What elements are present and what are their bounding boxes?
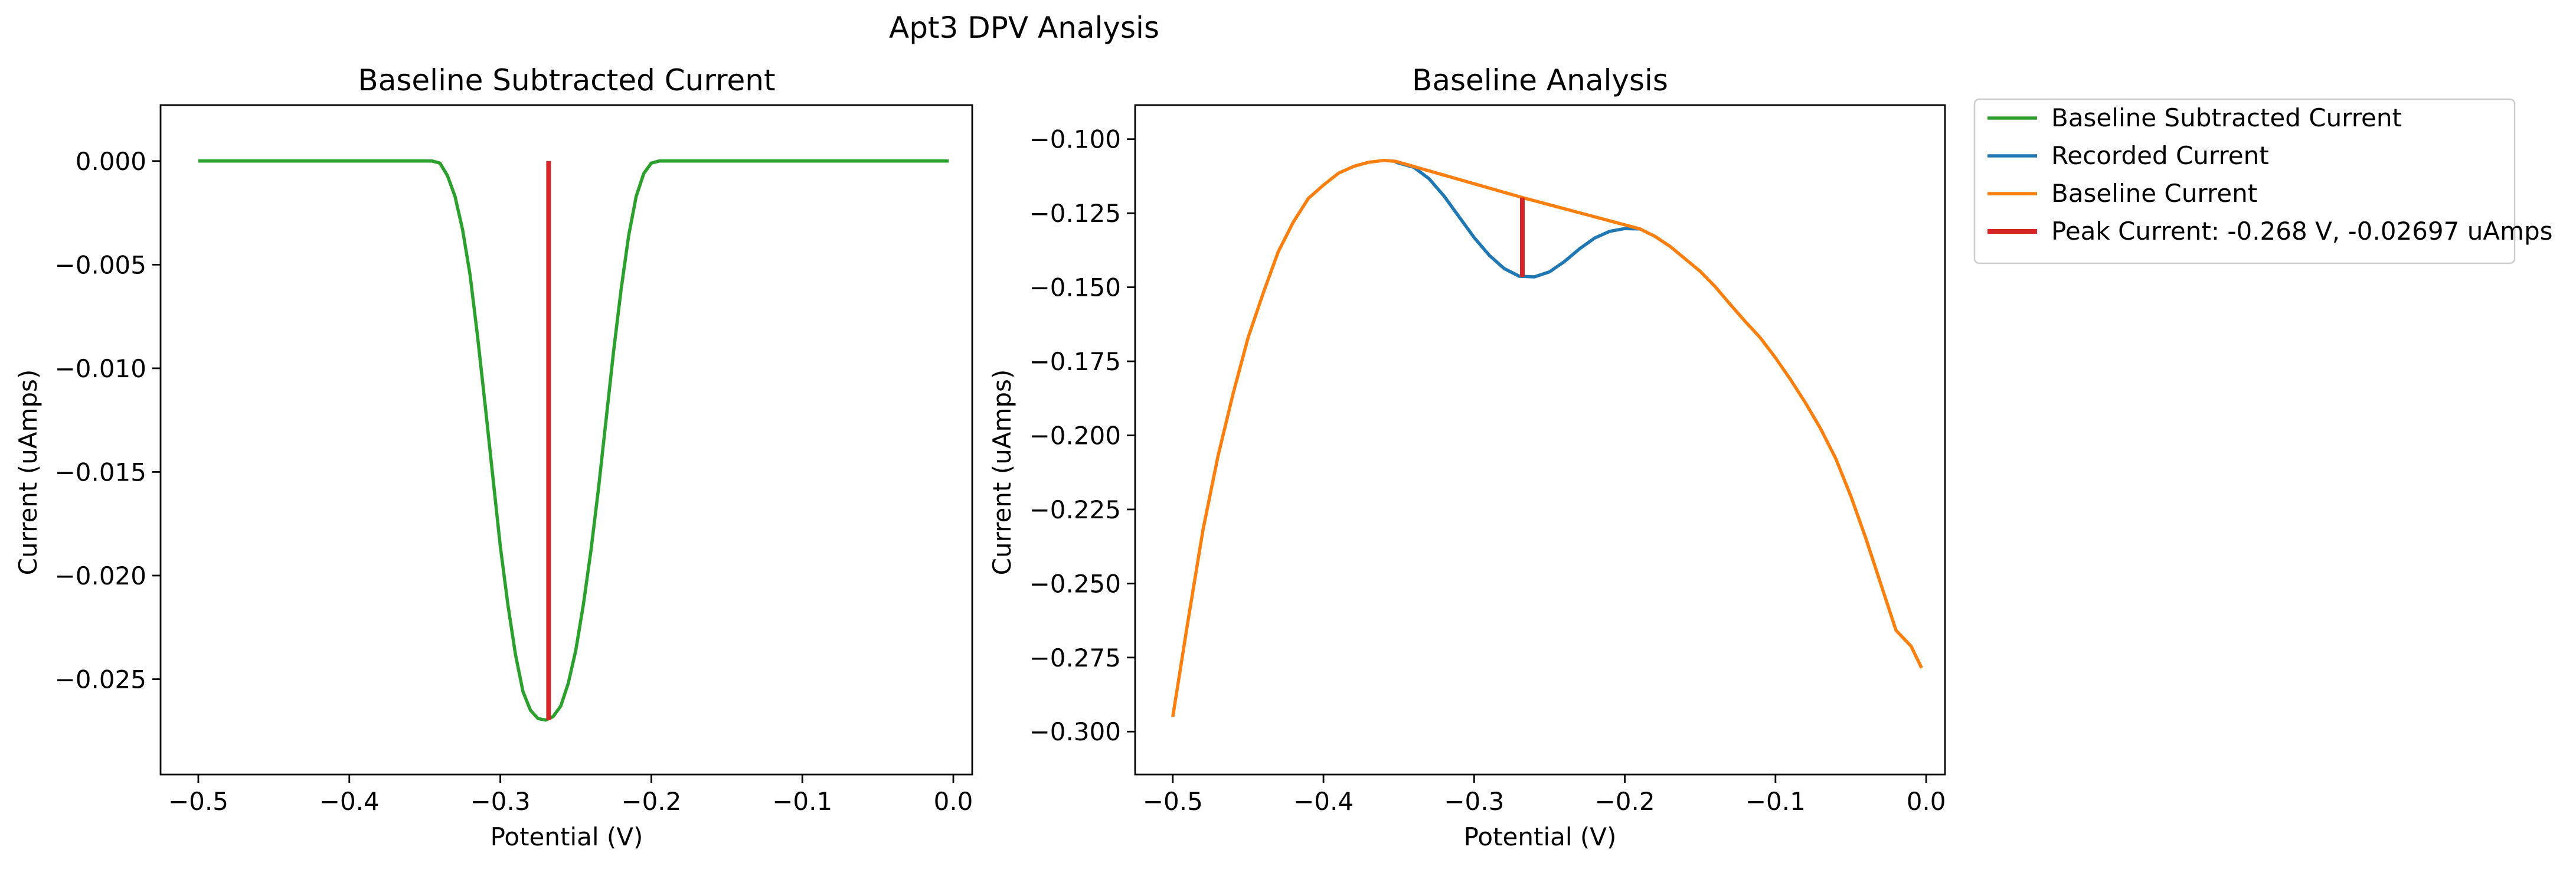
chart-title: Baseline Analysis bbox=[1412, 63, 1668, 97]
chart-title: Baseline Subtracted Current bbox=[358, 63, 775, 97]
x-axis-label: Potential (V) bbox=[1464, 822, 1617, 851]
legend-item-label: Baseline Current bbox=[2051, 179, 2257, 208]
legend: Baseline Subtracted Current Recorded Curr… bbox=[1973, 98, 2553, 264]
x-tick-label: −0.1 bbox=[772, 787, 832, 816]
legend-item-label: Baseline Subtracted Current bbox=[2051, 103, 2402, 132]
x-tick-label: −0.1 bbox=[1745, 787, 1806, 816]
x-tick-label: −0.3 bbox=[1444, 787, 1504, 816]
y-tick-label: −0.125 bbox=[1029, 199, 1121, 228]
y-tick-label: −0.175 bbox=[1029, 347, 1121, 376]
x-tick-label: −0.4 bbox=[319, 787, 380, 816]
x-tick-label: −0.3 bbox=[470, 787, 531, 816]
y-tick-label: −0.100 bbox=[1029, 125, 1121, 154]
y-tick-label: −0.250 bbox=[1029, 569, 1121, 598]
y-tick-label: −0.015 bbox=[55, 458, 146, 486]
series-line bbox=[1395, 161, 1640, 279]
y-axis-label: Current (uAmps) bbox=[988, 370, 1016, 576]
x-tick-label: 0.0 bbox=[1907, 787, 1946, 816]
x-tick-label: −0.2 bbox=[621, 787, 681, 816]
y-tick-label: −0.275 bbox=[1029, 643, 1121, 672]
y-axis-label: Current (uAmps) bbox=[14, 370, 43, 576]
axes-frame bbox=[159, 104, 973, 776]
y-tick-label: −0.300 bbox=[1029, 717, 1121, 746]
y-tick-label: −0.010 bbox=[55, 354, 146, 383]
y-tick-label: −0.225 bbox=[1029, 495, 1121, 524]
y-tick-label: 0.000 bbox=[76, 147, 146, 176]
series-line bbox=[198, 159, 949, 722]
panel-baseline-analysis: Baseline Analysis Potential (V) Current … bbox=[988, 63, 1946, 851]
panel-baseline-subtracted: Baseline Subtracted Current Potential (V… bbox=[14, 63, 973, 851]
legend-box bbox=[1973, 98, 2516, 264]
x-tick-label: −0.4 bbox=[1293, 787, 1354, 816]
plot-area: −0.5 −0.4 −0.3 −0.2 −0.1 0.0 0.000 −0.005 −0.010… bbox=[55, 104, 973, 816]
x-tick-label: −0.5 bbox=[1143, 787, 1203, 816]
x-tick-label: −0.5 bbox=[168, 787, 228, 816]
legend-item-label: Peak Current: -0.268 V, -0.02697 uAmps bbox=[2051, 217, 2553, 246]
x-tick-label: −0.2 bbox=[1595, 787, 1655, 816]
y-tick-label: −0.020 bbox=[55, 561, 146, 590]
axes-frame bbox=[1134, 104, 1946, 776]
x-tick-label: 0.0 bbox=[934, 787, 973, 816]
y-tick-label: −0.200 bbox=[1029, 421, 1121, 450]
y-tick-label: −0.005 bbox=[55, 250, 146, 279]
series-line bbox=[1171, 159, 1923, 717]
figure-title: Apt3 DPV Analysis bbox=[889, 11, 1159, 45]
legend-item-label: Recorded Current bbox=[2051, 141, 2269, 170]
y-tick-label: −0.025 bbox=[55, 665, 146, 694]
y-tick-label: −0.150 bbox=[1029, 273, 1121, 302]
plot-area: −0.5 −0.4 −0.3 −0.2 −0.1 0.0 −0.100 −0.125 −0.15… bbox=[1029, 104, 1946, 816]
x-axis-label: Potential (V) bbox=[491, 822, 643, 851]
